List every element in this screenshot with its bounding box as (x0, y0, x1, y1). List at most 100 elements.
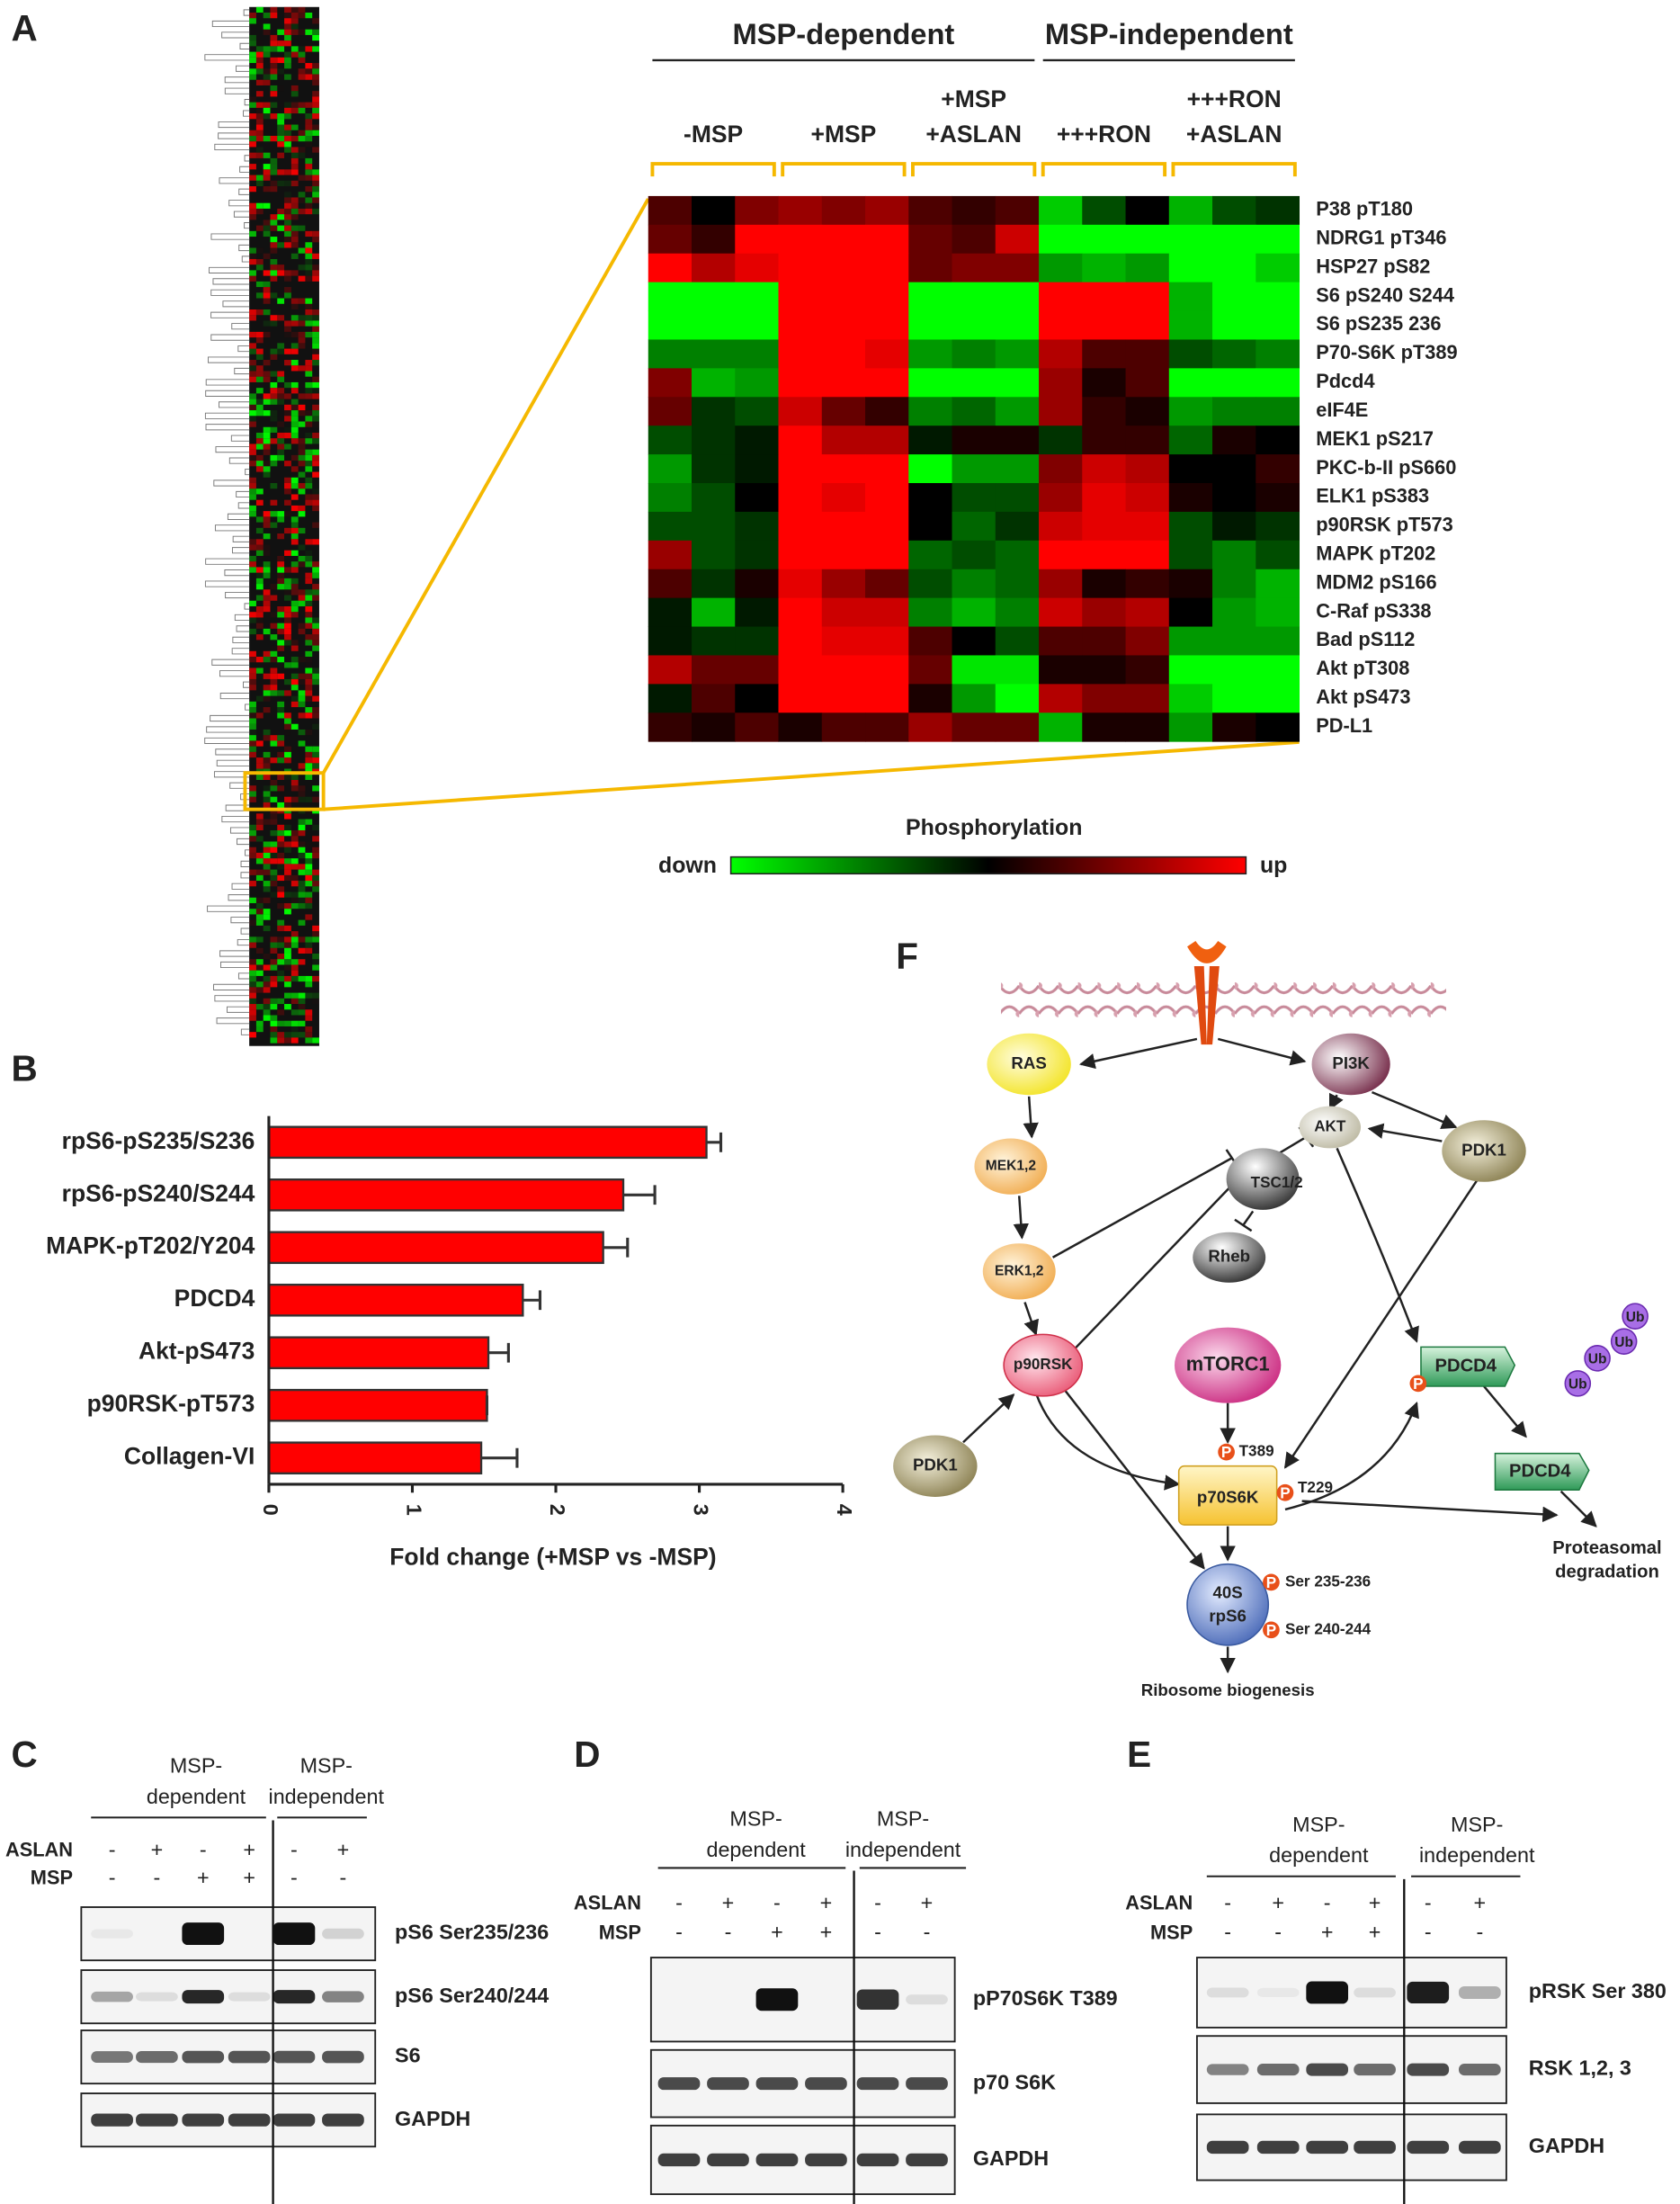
overview-cell (249, 393, 256, 399)
overview-cell (249, 847, 256, 853)
overview-cell (312, 634, 319, 641)
heatmap-cell (995, 569, 1040, 599)
overview-cell (305, 897, 313, 903)
overview-cell (255, 488, 264, 495)
overview-cell (298, 712, 306, 719)
heatmap-cell (1039, 483, 1083, 513)
overview-cell (263, 757, 271, 764)
overview-cell (284, 640, 291, 646)
dendrogram (243, 681, 250, 688)
overview-cell (305, 421, 313, 427)
overview-cell (277, 421, 285, 427)
blot-band (707, 2153, 749, 2167)
overview-cell (255, 292, 264, 299)
dendrogram (236, 625, 250, 632)
heatmap-cell (735, 655, 779, 685)
overview-cell (312, 925, 319, 932)
overview-cell (249, 909, 256, 915)
overview-cell (277, 1037, 285, 1044)
node (1175, 1327, 1282, 1403)
overview-cell (305, 634, 313, 641)
overview-cell (312, 79, 319, 85)
blot-band (657, 2153, 701, 2167)
overview-cell (255, 667, 264, 674)
overview-cell (312, 74, 319, 80)
overview-cell (298, 275, 306, 282)
treatment-sign: - (1425, 1921, 1432, 1944)
overview-cell (298, 135, 306, 142)
overview-cell (277, 438, 285, 444)
overview-cell (312, 197, 319, 203)
overview-cell (305, 74, 313, 80)
category-label: rpS6-pS240/S244 (62, 1179, 255, 1206)
overview-cell (277, 981, 284, 987)
overview-cell (255, 337, 264, 344)
heatmap-cell (1168, 339, 1213, 369)
overview-cell (255, 595, 264, 601)
category-label: PDCD4 (174, 1285, 255, 1312)
heatmap-cell (821, 569, 866, 599)
dendrogram (205, 424, 250, 431)
heatmap-cell (692, 426, 736, 455)
heatmap-cell (908, 626, 952, 656)
overview-cell (249, 673, 256, 679)
overview-cell (312, 34, 319, 41)
overview-cell (249, 628, 256, 635)
overview-cell (312, 208, 319, 215)
overview-cell (298, 527, 306, 534)
overview-cell (263, 1009, 271, 1016)
heatmap-cell (1039, 282, 1083, 312)
treatment-label: ASLAN (574, 1892, 641, 1914)
heatmap-cell (1082, 195, 1127, 226)
overview-cell (249, 959, 256, 965)
overview-cell (290, 421, 299, 427)
node (1299, 1106, 1362, 1149)
overview-cell (277, 533, 285, 540)
treatment-sign: - (109, 1866, 116, 1889)
group-label: MSP- (1292, 1813, 1345, 1836)
heatmap-cell (1256, 397, 1300, 426)
heatmap-cell (1212, 339, 1256, 369)
overview-cell (312, 869, 319, 875)
overview-cell (305, 141, 313, 148)
overview-cell (290, 6, 299, 13)
heatmap-cell (692, 253, 736, 283)
overview-cell (284, 853, 291, 858)
overview-cell (312, 667, 319, 674)
overview-cell (249, 723, 256, 730)
overview-cell (277, 864, 285, 870)
heatmap-cell (952, 511, 996, 542)
overview-cell (290, 242, 299, 248)
overview-cell (312, 936, 319, 943)
overview-cell (249, 824, 256, 831)
blot-strip (80, 1906, 377, 1962)
blot-band (856, 1989, 899, 2011)
overview-cell (277, 645, 285, 651)
overview-cell (263, 909, 271, 915)
dendrogram (214, 995, 250, 1002)
overview-cell (305, 388, 313, 394)
treatment-sign: + (722, 1891, 735, 1914)
heatmap-cell (735, 626, 779, 656)
overview-cell (284, 578, 291, 585)
overview-cell (298, 891, 306, 898)
overview-cell (305, 1009, 313, 1016)
blot-band (322, 2050, 364, 2064)
heatmap-cell (1039, 597, 1083, 628)
overview-cell (270, 388, 278, 394)
overview-cell (277, 891, 285, 898)
heatmap-cell (1168, 282, 1213, 312)
heatmap-cell (952, 397, 996, 426)
heatmap-cell (952, 540, 996, 570)
heatmap-cell (952, 282, 996, 312)
overview-cell (290, 662, 299, 668)
overview-cell (312, 847, 319, 853)
heatmap-cell (821, 426, 866, 455)
overview-cell (255, 774, 264, 780)
treatment-sign: - (675, 1921, 683, 1944)
dendrogram (243, 9, 250, 16)
heatmap-cell (821, 397, 866, 426)
dendrogram (236, 490, 250, 498)
overview-cell (249, 936, 256, 943)
heatmap-cell (1082, 511, 1127, 542)
